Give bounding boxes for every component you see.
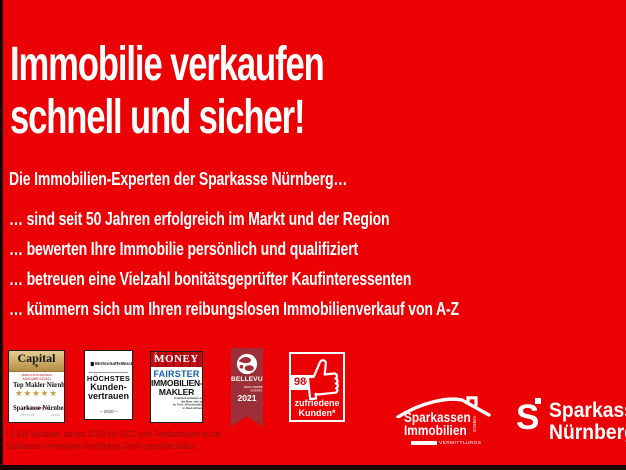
globe-icon [236,353,258,375]
bellevue-subtitle: BEST PROPERTY AGENTS [244,385,263,393]
capital-kicker: MAKLER-KOMPASS AUSGABE 03/2021 [21,373,53,382]
diamond-icon: ◆ [34,364,39,369]
immobilien-wordmark: Sparkassen Immobilien [404,410,471,438]
bullet-line: … bewerten Ihre Immobilie persönlich und… [9,239,359,259]
wiwo-logo-square-icon [90,362,94,366]
footnote: * 1.445 Verkäufer, die von 01/19 bis 01/… [6,429,222,451]
money-award-sub2: MAKLER [158,386,195,397]
customers-label: zufriedene Kunden* [294,398,340,418]
focus-money-masthead: FOCUS MONEY [151,352,202,367]
bullet-line: … sind seit 50 Jahren erfolgreich im Mar… [9,209,390,229]
capital-for-label: Auszeichnung für [23,407,50,411]
focus-money-award-seal: FOCUS MONEY FAIRSTER IMMOBILIEN- MAKLER … [150,351,203,423]
capital-award-seal: Capital ◆ MAKLER-KOMPASS AUSGABE 03/2021… [8,350,65,423]
left-edge-shadow [0,0,3,470]
capital-footer: CAPITAL.DE 03/2021 [20,414,60,417]
money-award-sub1: IMMOBILIEN- [151,378,203,388]
wiwo-year: – 2020 – [99,410,118,415]
capital-recipient: Sparkasse Nürnberg [13,403,65,412]
headline-line1: Immobilie verkaufen [10,38,325,91]
thumbs-up-icon [306,359,339,401]
capital-award-title: Top Makler Nürnberg [13,380,65,389]
sparkassen-immobilien-logo: Sparkassen Immobilien GMBH VERMITTLUNGS [396,396,506,454]
capital-title: Capital [17,351,56,365]
wiwo-title2: Kunden- [90,382,127,392]
bullet-line: … kümmern sich um Ihren reibungslosen Im… [9,299,459,319]
wiwo-title1: HÖCHSTES [86,374,131,383]
capital-masthead: Capital ◆ [9,351,64,372]
wiwo-recipient: Sparkassen- Finanzgruppe/LBS [85,419,132,420]
sparkasse-s-icon: S [516,398,541,437]
bellevue-brand: BELLEVUE [231,376,263,383]
wiwo-masthead: WirtschaftsWoche [90,362,132,368]
vermittlungs-row: VERMITTLUNGS [411,440,491,446]
bullet-line: … betreuen eine Vielzahl bonitätsgeprüft… [9,269,412,289]
white-bar [411,441,437,445]
divider [89,372,128,373]
sparkasse-wordmark: Sparkasse Nürnberg [549,399,626,444]
satisfied-customers-badge: 98% zufriedene Kunden* [289,352,345,422]
money-notes: 9 weitere Anbieter erhielten die Note se… [172,397,203,411]
bottom-edge-shadow [0,465,626,470]
focus-label: FOCUS [154,351,158,361]
bellevue-year: 2021 [237,393,257,403]
wiwo-award-seal: WirtschaftsWoche HÖCHSTES Kunden- vertra… [84,350,133,420]
headline-line2: schnell und sicher! [10,91,306,144]
five-star-icons: ★★★★★ [14,388,59,398]
money-issue: Ausgabe 6/2021 [151,414,202,420]
sparkasse-logo: S Sparkasse Nürnberg [516,396,626,456]
headline: Immobilie verkaufen schnell und sicher! [10,38,325,144]
bellevue-award-ribbon: BELLEVUE BEST PROPERTY AGENTS 2021 [231,348,263,427]
intro-line: Die Immobilien-Experten der Sparkasse Nü… [9,169,348,189]
gmbh-label: GMBH [472,416,478,432]
wiwo-title3: vertrauen [87,391,130,401]
s-dot [535,398,541,404]
roof-icon [396,396,491,418]
money-award-title: FAIRSTER [153,369,200,379]
